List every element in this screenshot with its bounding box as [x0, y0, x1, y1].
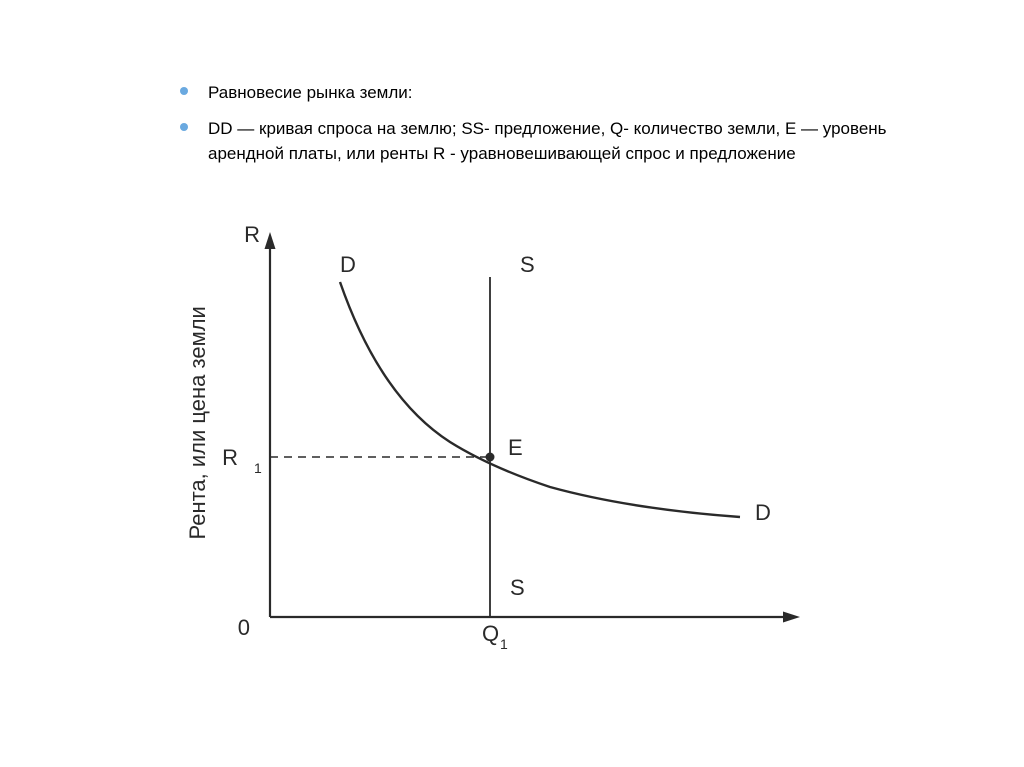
svg-text:S: S — [510, 575, 525, 600]
svg-text:D: D — [755, 500, 771, 525]
svg-text:Q: Q — [482, 621, 499, 646]
svg-text:Рента, или цена земли: Рента, или цена земли — [185, 306, 210, 539]
equilibrium-chart: RDSER1DSQ10Рента, или цена земли — [150, 197, 850, 677]
svg-text:R: R — [244, 222, 260, 247]
svg-text:D: D — [340, 252, 356, 277]
chart-container: RDSER1DSQ10Рента, или цена земли — [150, 197, 944, 677]
svg-text:1: 1 — [500, 636, 508, 652]
svg-text:R: R — [222, 445, 238, 470]
svg-text:E: E — [508, 435, 523, 460]
bullet-item-1: Равновесие рынка земли: — [180, 80, 944, 106]
svg-text:1: 1 — [254, 460, 262, 476]
svg-text:0: 0 — [238, 615, 250, 640]
bullet-item-2: DD — кривая спроса на землю; SS- предлож… — [180, 116, 944, 167]
bullet-list: Равновесие рынка земли: DD — кривая спро… — [180, 80, 944, 167]
svg-text:S: S — [520, 252, 535, 277]
